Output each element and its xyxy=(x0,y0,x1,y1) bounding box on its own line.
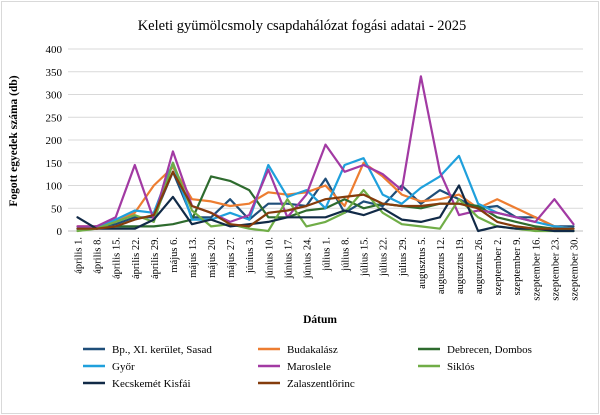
y-tick-0: 0 xyxy=(57,226,63,238)
x-tick-label: április 8. xyxy=(93,237,104,274)
gridlines xyxy=(68,48,583,232)
legend-label-6: Siklós xyxy=(447,361,475,373)
y-tick-300: 300 xyxy=(46,90,63,102)
x-axis-label: Dátum xyxy=(303,314,337,326)
x-tick-labels: április 1. április 8. április 15. április 2… xyxy=(74,237,581,301)
y-tick-400: 400 xyxy=(46,44,63,56)
y-tick-200: 200 xyxy=(46,135,63,147)
x-tick-label: július 29. xyxy=(398,237,409,277)
x-tick-label: július 8. xyxy=(341,237,352,272)
y-tick-250: 250 xyxy=(46,112,63,124)
legend-label-1: Bp., XI. kerület, Sasad xyxy=(112,344,212,356)
legend-label-3: Debrecen, Dombos xyxy=(447,344,532,356)
series-line-2 xyxy=(76,161,575,230)
y-tick-100: 100 xyxy=(46,181,63,193)
y-tick-labels: 0 50 100 150 200 250 300 350 400 xyxy=(46,44,63,238)
x-tick-label: május 6. xyxy=(169,237,180,273)
x-tick-label: augusztus 19. xyxy=(455,237,466,294)
legend-label-8: Zalaszentlőrinc xyxy=(287,378,355,390)
x-tick-label: június 10. xyxy=(264,237,275,279)
y-axis-label: Fogott egyedek száma (db) xyxy=(8,75,20,206)
x-tick-label: április 1. xyxy=(74,237,85,274)
legend-label-4: Győr xyxy=(112,361,135,373)
y-tick-150: 150 xyxy=(46,158,63,170)
x-tick-label: augusztus 26. xyxy=(474,237,485,294)
series-lines xyxy=(76,75,575,233)
x-tick-label: szeptember 23. xyxy=(550,237,561,301)
legend-label-7: Kecskemét Kisfái xyxy=(112,378,191,390)
x-tick-label: augusztus 5. xyxy=(417,237,428,289)
x-tick-label: július 22. xyxy=(379,237,390,277)
legend: Bp., XI. kerület, Sasad Budakalász Debrece… xyxy=(83,344,532,390)
x-tick-label: július 1. xyxy=(322,237,333,272)
y-tick-50: 50 xyxy=(51,203,63,215)
x-tick-label: április 29. xyxy=(150,237,161,279)
x-tick-label: április 15. xyxy=(112,237,123,279)
chart-title: Keleti gyümölcsmoly csapdahálózat fogási… xyxy=(138,18,467,34)
x-tick-label: április 22. xyxy=(131,237,142,279)
x-tick-label: augusztus 12. xyxy=(436,237,447,294)
x-tick-label: szeptember 16. xyxy=(531,237,542,301)
y-tick-350: 350 xyxy=(46,67,63,79)
x-tick-label: szeptember 9. xyxy=(512,237,523,295)
x-tick-label: május 27. xyxy=(226,237,237,278)
x-tick-label: július 15. xyxy=(360,237,371,277)
x-tick-label: június 3. xyxy=(245,237,256,274)
x-tick-label: május 20. xyxy=(207,237,218,278)
x-tick-label: szeptember 30. xyxy=(569,237,580,301)
x-tick-label: szeptember 2. xyxy=(493,237,504,295)
series-line-5 xyxy=(76,75,575,228)
x-tick-label: június 24. xyxy=(302,237,313,279)
x-tick-label: május 13. xyxy=(188,237,199,278)
series-line-7 xyxy=(76,184,575,233)
legend-label-5: Maroslele xyxy=(287,361,331,373)
series-line-8 xyxy=(76,170,575,230)
x-tick-label: június 17. xyxy=(283,237,294,279)
legend-label-2: Budakalász xyxy=(287,344,338,356)
